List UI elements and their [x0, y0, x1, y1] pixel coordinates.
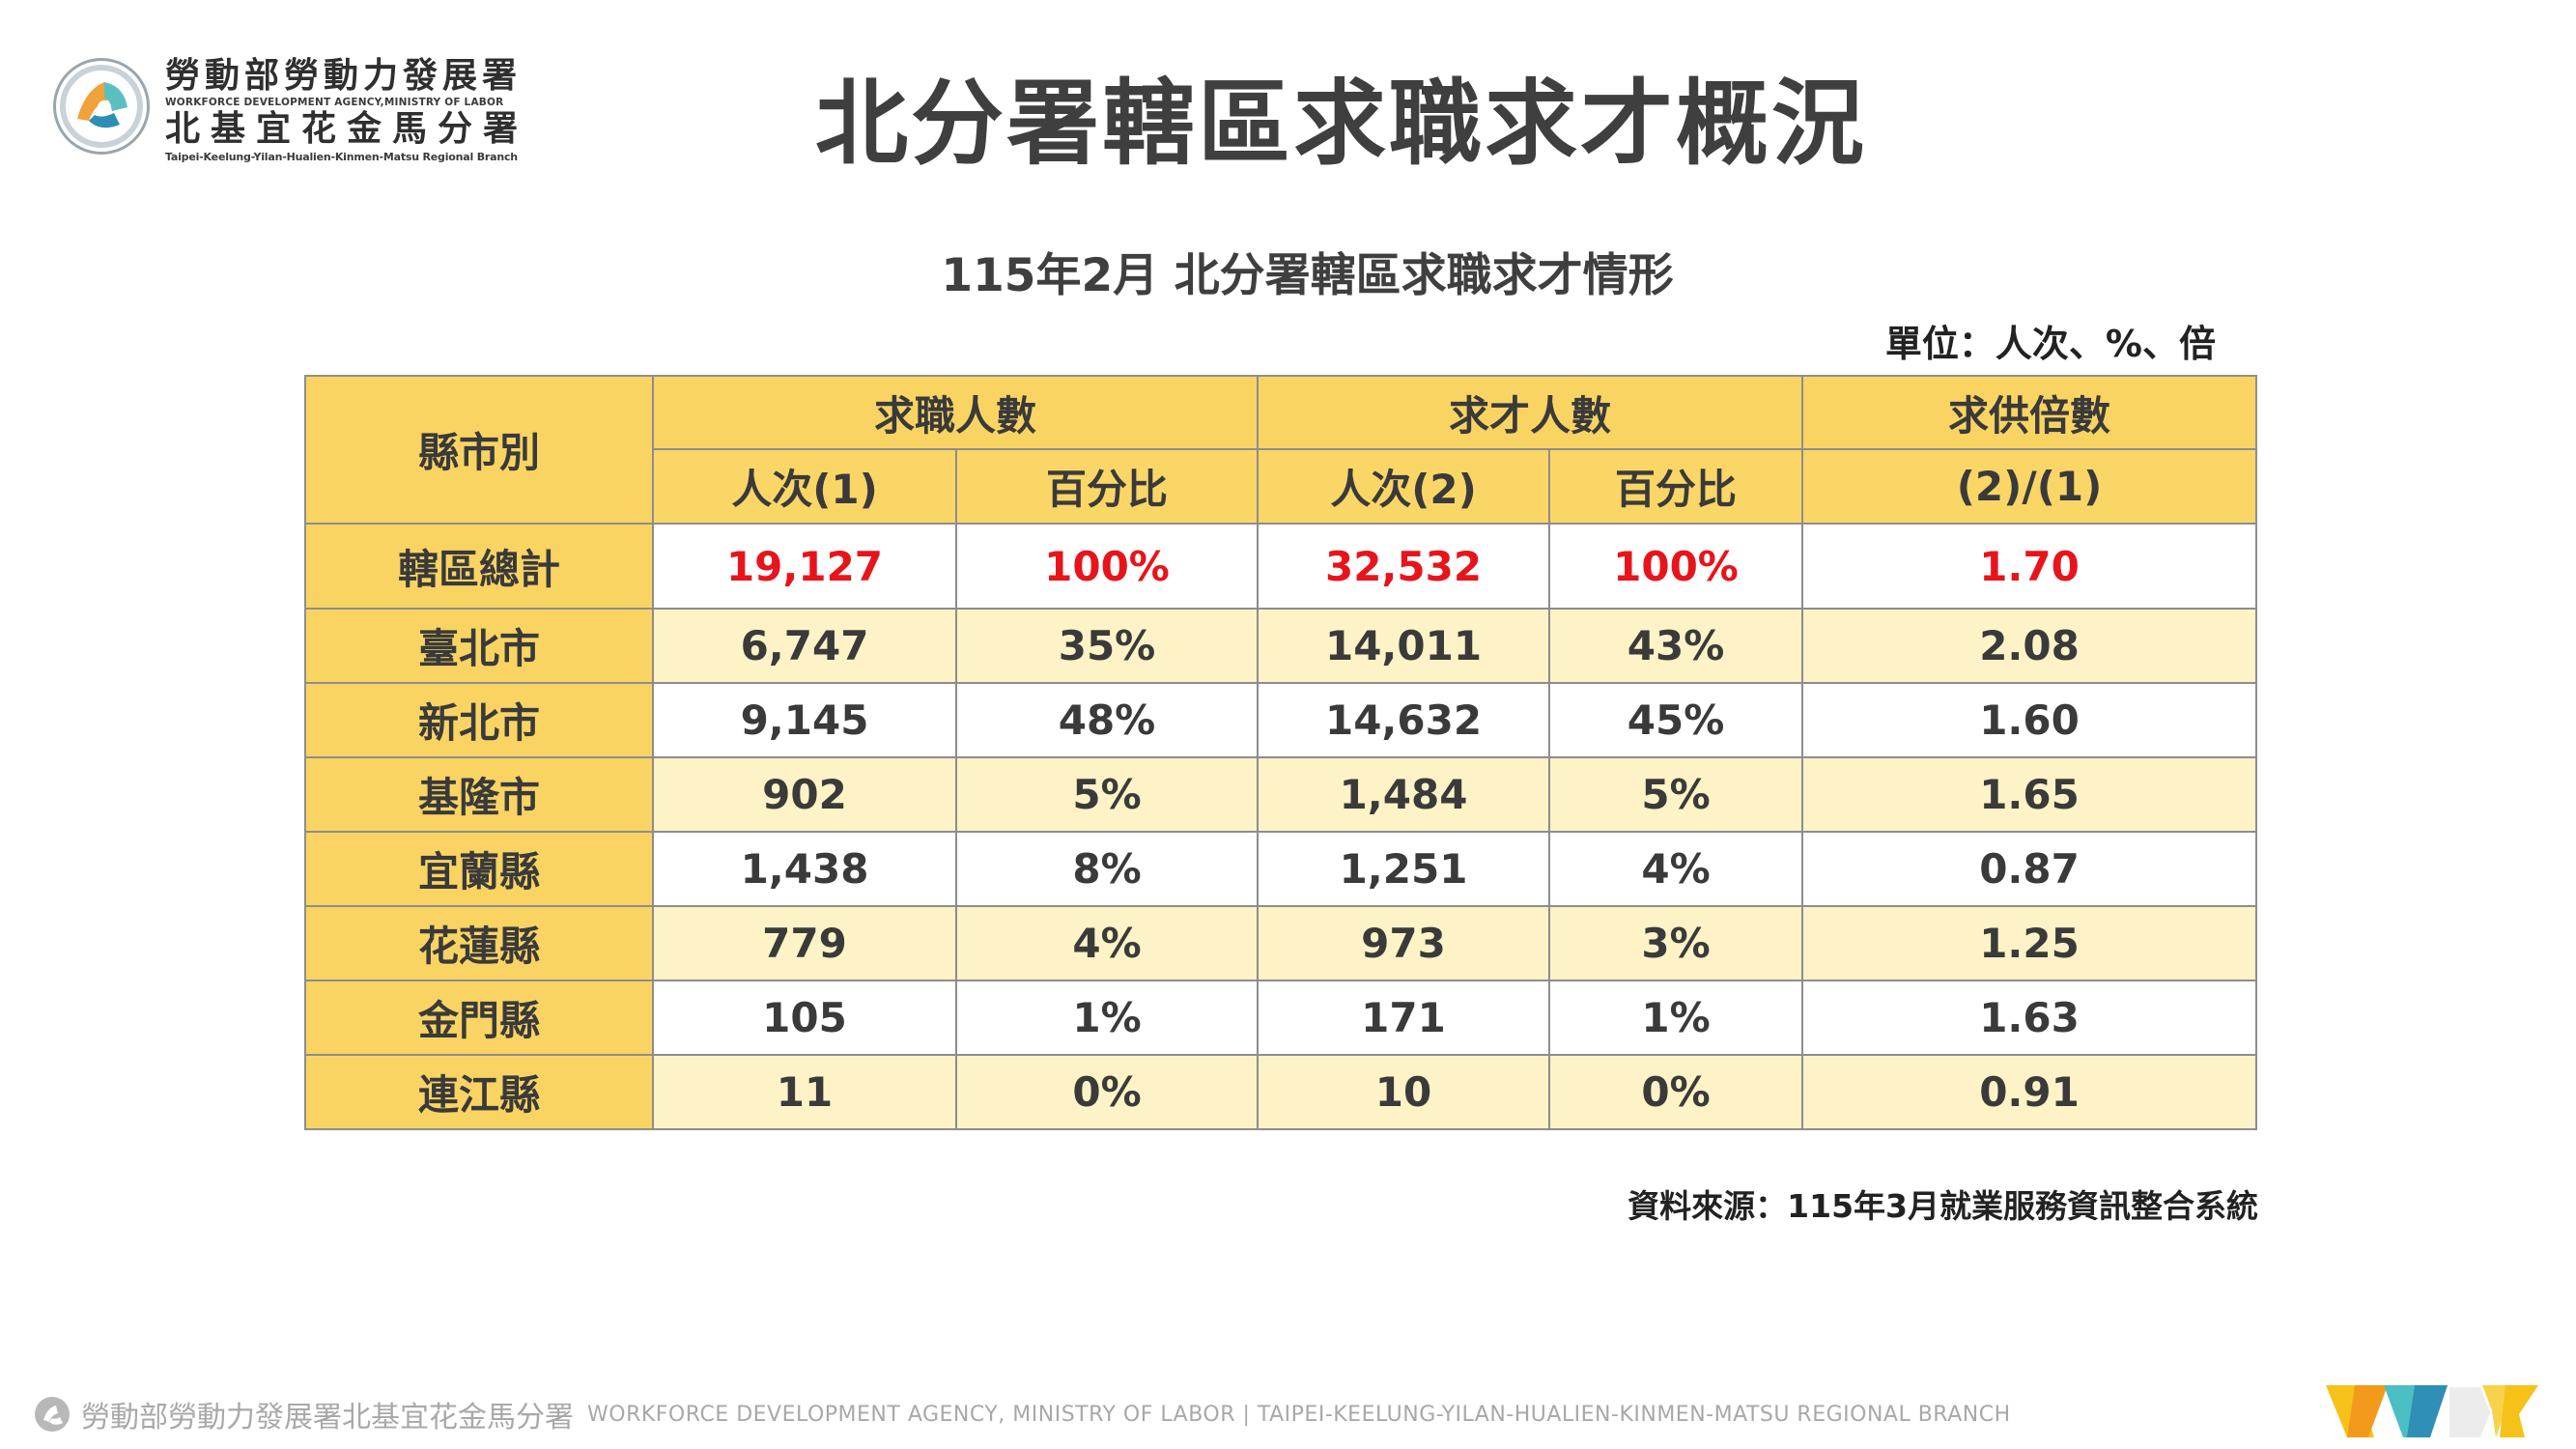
- job-stats-table: 縣市別 求職人數 求才人數 求供倍數 人次(1) 百分比 人次(2) 百分比 (…: [304, 375, 2258, 1130]
- subheader-openings-pct: 百分比: [1548, 448, 1804, 525]
- cell-ratio: 1.70: [1801, 523, 2258, 610]
- row-region: 花蓮縣: [304, 905, 654, 981]
- header-job-seekers: 求職人數: [651, 375, 1260, 450]
- subheader-ratio: (2)/(1): [1801, 448, 2258, 525]
- cell-openings-pct: 45%: [1548, 682, 1804, 758]
- cell-seekers-pct: 48%: [954, 682, 1260, 758]
- cell-seekers-pct: 4%: [954, 905, 1260, 981]
- cell-seekers: 9,145: [652, 682, 957, 758]
- table-row: 金門縣 105 1% 171 1% 1.63: [304, 980, 2258, 1056]
- cell-openings-pct: 5%: [1548, 756, 1804, 833]
- cell-seekers: 1,438: [652, 831, 957, 907]
- table-row: 新北市 9,145 48% 14,632 45% 1.60: [304, 682, 2258, 758]
- cell-ratio: 2.08: [1801, 608, 2258, 684]
- footer: 勞動部勞動力發展署北基宜花金馬分署 WORKFORCE DEVELOPMENT …: [35, 1395, 2011, 1435]
- row-region: 金門縣: [304, 980, 654, 1056]
- report-subtitle: 115年2月 北分署轄區求職求才情形: [941, 249, 1674, 302]
- agency-name-en: WORKFORCE DEVELOPMENT AGENCY,MINISTRY OF…: [165, 97, 504, 108]
- cell-seekers-pct: 5%: [954, 756, 1260, 833]
- header-ratio: 求供倍數: [1801, 375, 2258, 450]
- header-job-openings: 求才人數: [1257, 375, 1804, 450]
- cell-seekers-pct: 100%: [954, 523, 1260, 610]
- cell-openings-pct: 1%: [1548, 980, 1804, 1056]
- row-region: 轄區總計: [304, 523, 654, 610]
- cell-ratio: 1.65: [1801, 756, 2258, 833]
- page-title: 北分署轄區求職求才概況: [815, 70, 1867, 178]
- footer-agency-name: 勞動部勞動力發展署北基宜花金馬分署: [81, 1401, 574, 1435]
- cell-openings: 10: [1257, 1054, 1551, 1130]
- cell-ratio: 0.91: [1801, 1054, 2258, 1130]
- cell-seekers-pct: 35%: [954, 608, 1260, 684]
- table-row: 基隆市 902 5% 1,484 5% 1.65: [304, 756, 2258, 833]
- table-header-row: 縣市別 求職人數 求才人數 求供倍數: [304, 375, 2258, 525]
- table-row: 花蓮縣 779 4% 973 3% 1.25: [304, 905, 2258, 981]
- cell-ratio: 0.87: [1801, 831, 2258, 907]
- agency-emblem-icon: [53, 58, 150, 155]
- header-region: 縣市別: [304, 375, 654, 525]
- cell-openings: 1,484: [1257, 756, 1551, 833]
- agency-logo: 勞動部勞動力發展署 WORKFORCE DEVELOPMENT AGENCY,M…: [53, 56, 546, 163]
- subheader-seekers-count: 人次(1): [652, 448, 957, 525]
- cell-seekers-pct: 0%: [954, 1054, 1260, 1130]
- row-region: 新北市: [304, 682, 654, 758]
- cell-openings-pct: 3%: [1548, 905, 1804, 981]
- agency-name-zh: 勞動部勞動力發展署: [165, 56, 523, 96]
- row-region: 宜蘭縣: [304, 831, 654, 907]
- cell-seekers: 19,127: [652, 523, 957, 610]
- branch-name-zh: 北基宜花金馬分署: [165, 109, 529, 149]
- cell-seekers: 6,747: [652, 608, 957, 684]
- cell-seekers: 779: [652, 905, 957, 981]
- cell-openings: 171: [1257, 980, 1551, 1056]
- cell-openings: 1,251: [1257, 831, 1551, 907]
- footer-agency-name-en: WORKFORCE DEVELOPMENT AGENCY, MINISTRY O…: [587, 1402, 2011, 1427]
- row-region: 臺北市: [304, 608, 654, 684]
- cell-seekers: 902: [652, 756, 957, 833]
- brand-mark-icon: [2326, 1381, 2544, 1441]
- cell-ratio: 1.60: [1801, 682, 2258, 758]
- table-row: 臺北市 6,747 35% 14,011 43% 2.08: [304, 608, 2258, 684]
- cell-openings: 14,011: [1257, 608, 1551, 684]
- cell-seekers: 105: [652, 980, 957, 1056]
- cell-seekers-pct: 1%: [954, 980, 1260, 1056]
- subheader-seekers-pct: 百分比: [954, 448, 1260, 525]
- cell-seekers-pct: 8%: [954, 831, 1260, 907]
- unit-note: 單位：人次、%、倍: [1884, 323, 2216, 365]
- cell-seekers: 11: [652, 1054, 957, 1130]
- table-row-total: 轄區總計 19,127 100% 32,532 100% 1.70: [304, 523, 2258, 610]
- agency-name-block: 勞動部勞動力發展署 WORKFORCE DEVELOPMENT AGENCY,M…: [165, 56, 552, 163]
- row-region: 基隆市: [304, 756, 654, 833]
- table-row: 宜蘭縣 1,438 8% 1,251 4% 0.87: [304, 831, 2258, 907]
- row-region: 連江縣: [304, 1054, 654, 1130]
- cell-openings-pct: 4%: [1548, 831, 1804, 907]
- cell-openings: 32,532: [1257, 523, 1551, 610]
- cell-openings: 973: [1257, 905, 1551, 981]
- cell-openings: 14,632: [1257, 682, 1551, 758]
- branch-name-en: Taipei-Keelung-Yilan-Hualien-Kinmen-Mats…: [165, 151, 518, 163]
- cell-ratio: 1.25: [1801, 905, 2258, 981]
- cell-openings-pct: 100%: [1548, 523, 1804, 610]
- table-subheader-row: 人次(1) 百分比 人次(2) 百分比 (2)/(1): [305, 448, 2258, 525]
- cell-openings-pct: 43%: [1548, 608, 1804, 684]
- table-row: 連江縣 11 0% 10 0% 0.91: [304, 1054, 2258, 1130]
- cell-openings-pct: 0%: [1548, 1054, 1804, 1130]
- data-source-note: 資料來源：115年3月就業服務資訊整合系統: [1628, 1187, 2258, 1225]
- subheader-openings-count: 人次(2): [1257, 448, 1551, 525]
- cell-ratio: 1.63: [1801, 980, 2258, 1056]
- agency-small-logo-icon: [35, 1397, 70, 1432]
